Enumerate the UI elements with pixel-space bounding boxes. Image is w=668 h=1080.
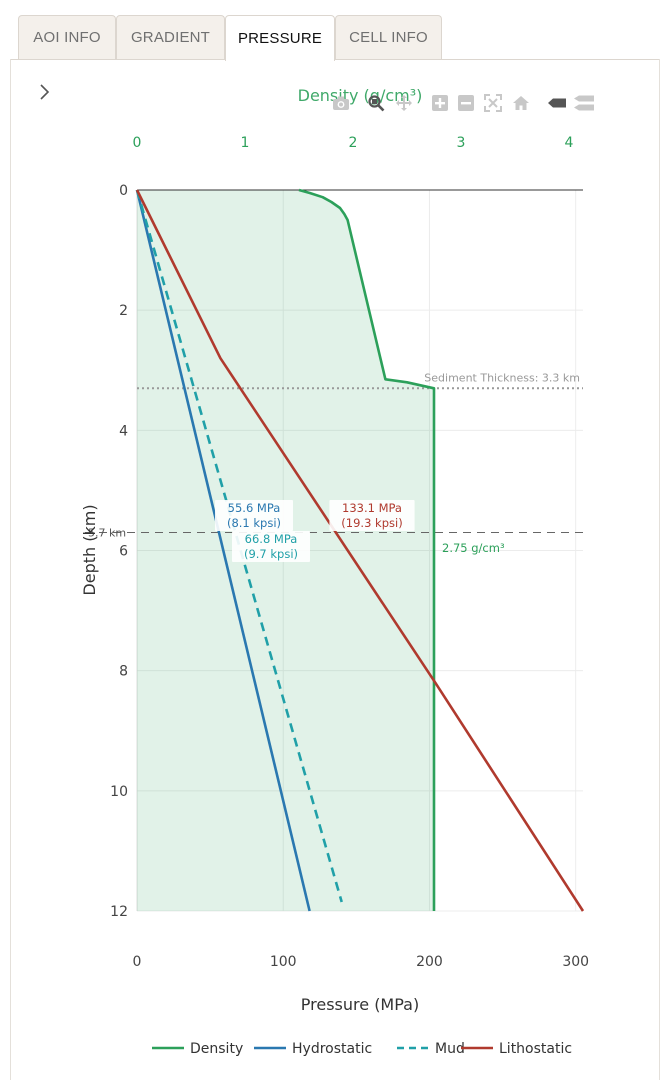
- annotation-value: 55.6 MPa: [228, 501, 281, 515]
- annotation-value: 66.8 MPa: [245, 532, 298, 546]
- annotations: 55.6 MPa(8.1 kpsi)66.8 MPa(9.7 kpsi)133.…: [215, 500, 505, 562]
- legend-label-mud: Mud: [435, 1041, 465, 1057]
- sediment-thickness-label: Sediment Thickness: 3.3 km: [424, 371, 580, 384]
- annotation-value-kpsi: (9.7 kpsi): [244, 547, 298, 561]
- series-hydrostatic-line: [135, 189, 311, 912]
- annotation-box: [329, 500, 415, 531]
- camera-icon[interactable]: [330, 93, 352, 113]
- tab-label: CELL INFO: [349, 29, 428, 46]
- y-tick-label: 0: [119, 183, 128, 199]
- x2-axis-title: Density (g/cm³): [298, 86, 423, 105]
- pressure-panel: [10, 59, 660, 1080]
- pan-icon[interactable]: [393, 93, 415, 113]
- x2-tick-label: 3: [457, 135, 466, 151]
- series-density-line: [298, 188, 436, 911]
- reference-lines: Sediment Thickness: 3.3 km 5.7 km: [85, 189, 583, 539]
- tab-label: PRESSURE: [237, 30, 323, 47]
- annotation-value: 133.1 MPa: [342, 501, 402, 515]
- y-tick-label: 10: [110, 784, 128, 800]
- tab-bar: AOI INFO GRADIENT PRESSURE CELL INFO: [0, 0, 668, 61]
- series-lithostatic-line: [135, 189, 585, 912]
- tab-label: GRADIENT: [130, 29, 211, 46]
- x-tick-label: 100: [270, 954, 297, 970]
- compare-hover-icon[interactable]: [573, 93, 595, 113]
- y-axis-title: Depth (km): [80, 504, 99, 595]
- tab-label: AOI INFO: [33, 29, 101, 46]
- annotation-label: 133.1 MPa(19.3 kpsi): [329, 500, 415, 531]
- tab-aoi-info[interactable]: AOI INFO: [18, 15, 116, 59]
- series-mud-line: [135, 189, 343, 903]
- tab-gradient[interactable]: GRADIENT: [116, 15, 225, 59]
- tab-pressure[interactable]: PRESSURE: [225, 15, 335, 61]
- y-tick-label: 2: [119, 303, 128, 319]
- x2-tick-label: 4: [565, 135, 574, 151]
- spike-lines-icon[interactable]: [546, 93, 568, 113]
- zoom-in-icon[interactable]: [429, 93, 451, 113]
- grid: [136, 189, 583, 912]
- annotation-box: [232, 531, 310, 562]
- x-tick-label: 200: [416, 954, 443, 970]
- y-tick-label: 6: [119, 544, 128, 560]
- legend-label-density: Density: [190, 1041, 243, 1057]
- annotation-density-value: 2.75 g/cm³: [442, 541, 505, 555]
- series-lines: [135, 188, 585, 912]
- autoscale-icon[interactable]: [482, 93, 504, 113]
- x-tick-label: 0: [133, 954, 142, 970]
- reset-axes-icon[interactable]: [510, 93, 532, 113]
- zoom-icon[interactable]: [365, 93, 387, 113]
- x2-tick-label: 0: [133, 135, 142, 151]
- y-tick-label: 4: [119, 423, 128, 439]
- x2-tick-label: 2: [349, 135, 358, 151]
- tab-divider: [10, 59, 660, 60]
- annotation-label: 55.6 MPa(8.1 kpsi): [215, 500, 293, 531]
- legend-label-lithostatic: Lithostatic: [499, 1041, 572, 1057]
- annotation-box: [215, 500, 293, 531]
- annotation-label: 66.8 MPa(9.7 kpsi): [232, 531, 310, 562]
- x2-tick-label: 1: [241, 135, 250, 151]
- x-tick-label: 300: [562, 954, 589, 970]
- annotation-label: 2.75 g/cm³: [442, 541, 505, 555]
- tab-cell-info[interactable]: CELL INFO: [335, 15, 442, 59]
- annotation-value-kpsi: (19.3 kpsi): [341, 516, 402, 530]
- legend-label-hydrostatic: Hydrostatic: [292, 1041, 372, 1057]
- depth-marker-label: 5.7 km: [88, 526, 126, 539]
- annotation-value-kpsi: (8.1 kpsi): [227, 516, 281, 530]
- y-tick-label: 12: [110, 904, 128, 920]
- expand-chevron-icon[interactable]: [36, 82, 54, 102]
- x-axis-title: Pressure (MPa): [301, 995, 419, 1014]
- zoom-out-icon[interactable]: [455, 93, 477, 113]
- legend: Density Hydrostatic Mud Lithostatic: [152, 1041, 572, 1057]
- y-tick-label: 8: [119, 664, 128, 680]
